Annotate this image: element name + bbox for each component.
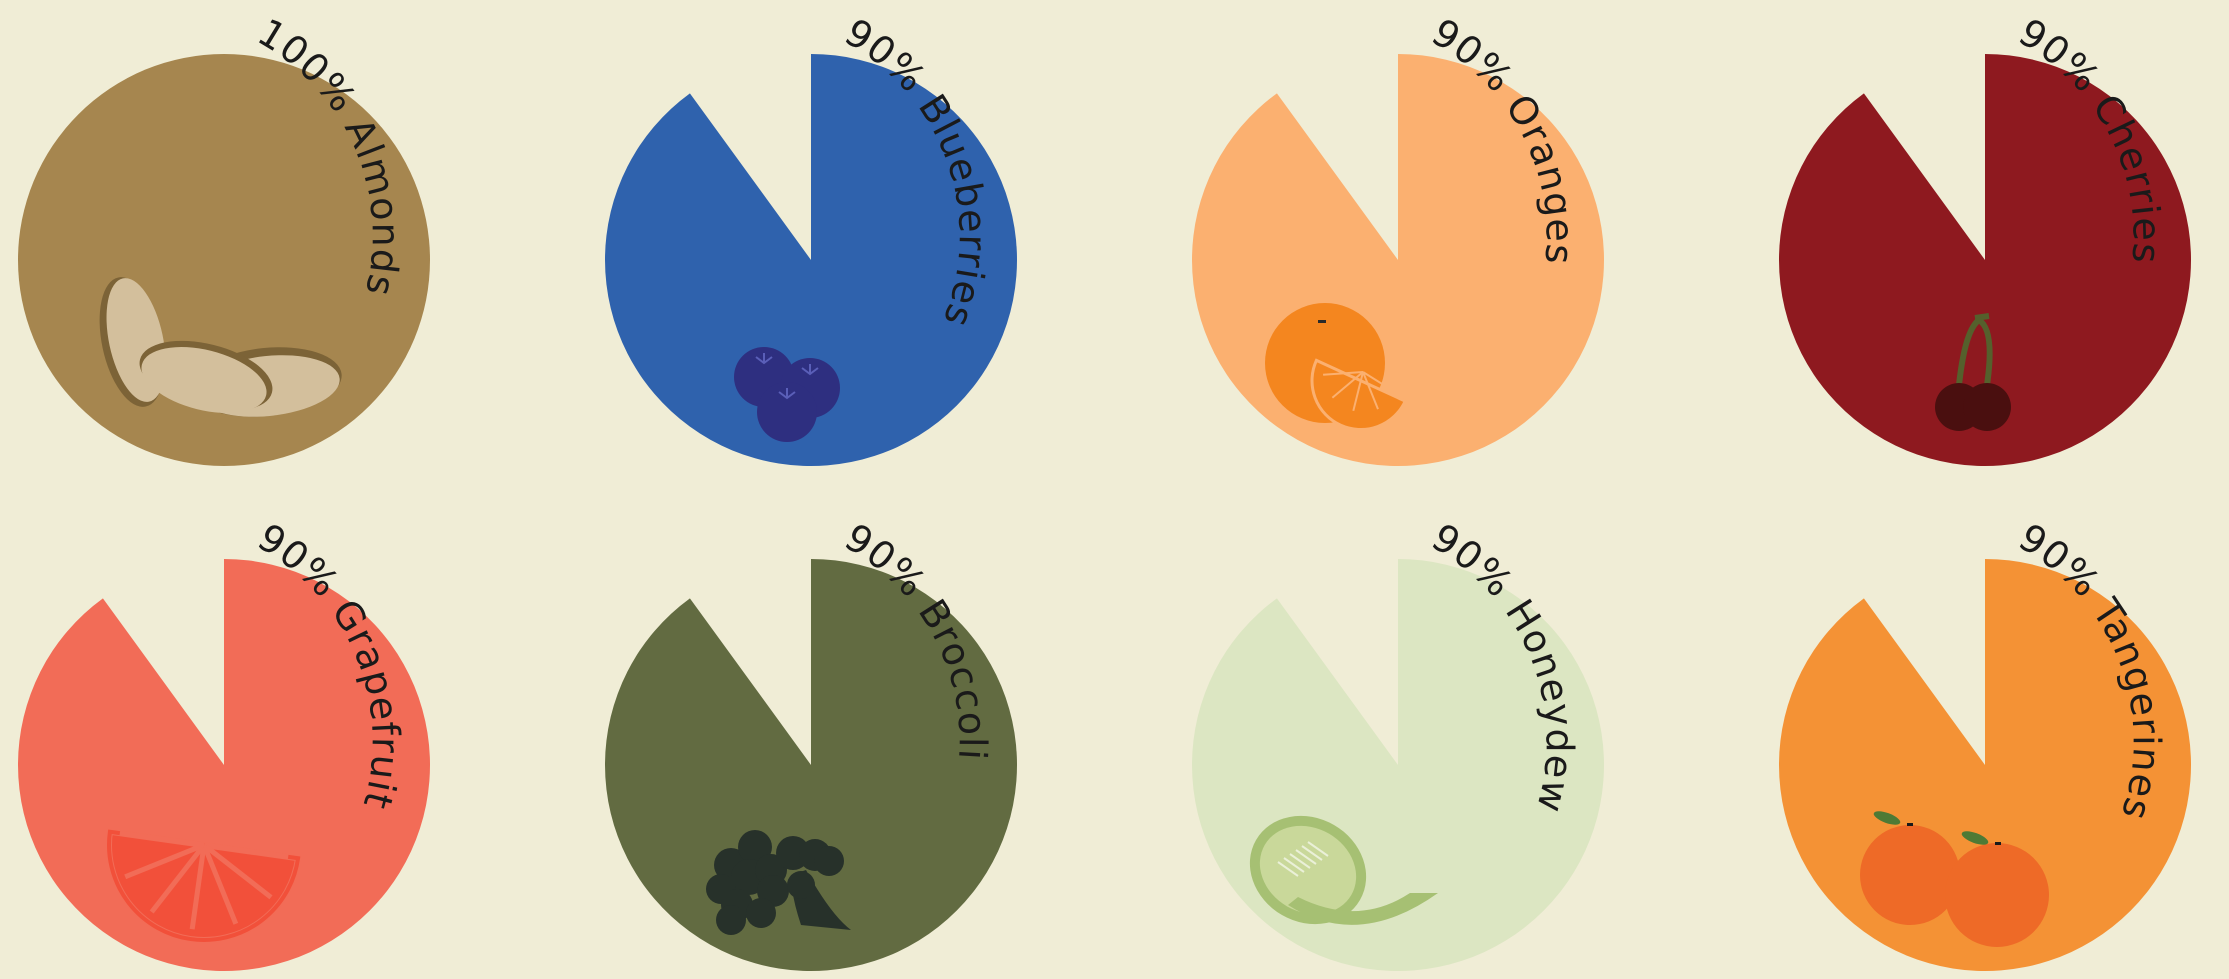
pie-honeydew: 90% Honeydew bbox=[1192, 515, 1605, 972]
blueberry-icon bbox=[734, 347, 840, 442]
orange-icon bbox=[1265, 303, 1408, 432]
pie-tangerines: 90% Tangerines bbox=[1779, 515, 2191, 972]
pie-slice-cherries bbox=[1779, 54, 2191, 466]
pie-broccoli: 90% Broccoli bbox=[605, 515, 1017, 972]
almond-icon bbox=[99, 277, 342, 417]
pie-cherries: 90% Cherries bbox=[1779, 10, 2191, 466]
pie-blueberries: 90% Blueberries bbox=[605, 10, 1017, 466]
cherry-icon bbox=[1935, 313, 2011, 431]
honeydew-icon bbox=[1249, 815, 1438, 925]
pie-slice-blueberries bbox=[605, 54, 1017, 466]
pie-slice-broccoli bbox=[605, 559, 1017, 972]
pie-oranges: 90% Oranges bbox=[1192, 10, 1605, 466]
tangerine-icon bbox=[1860, 811, 2049, 947]
grapefruit-icon bbox=[106, 828, 302, 943]
pie-grapefruit: 90% Grapefruit bbox=[17, 515, 431, 972]
broccoli-icon bbox=[706, 830, 851, 935]
pie-almonds: 100% Almonds bbox=[18, 10, 430, 466]
